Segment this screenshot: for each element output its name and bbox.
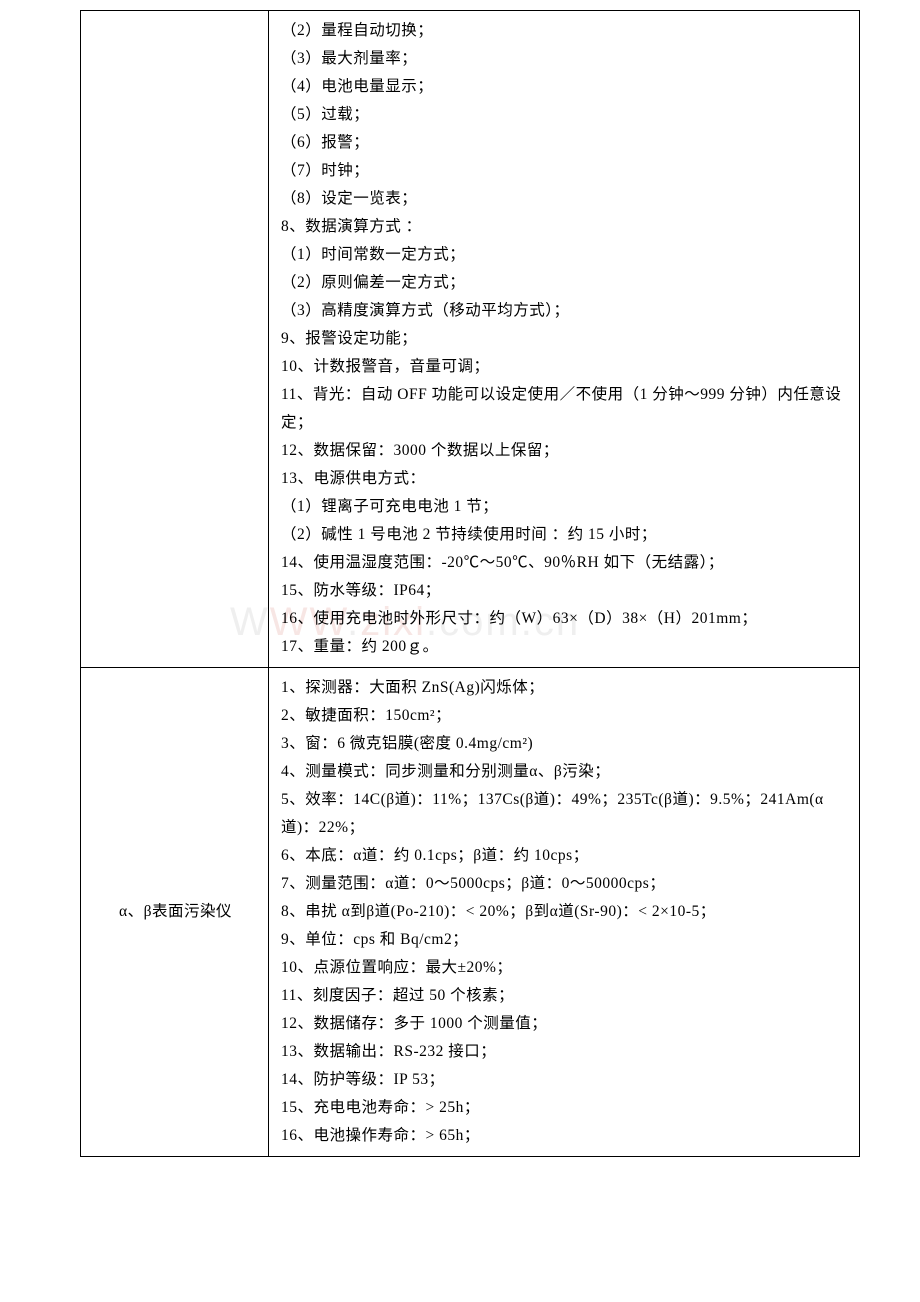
spec-line: 8、数据演算方式 ：: [281, 213, 849, 241]
spec-line: （6）报警；: [281, 129, 849, 157]
spec-line: 12、数据储存：多于 1000 个测量值；: [281, 1010, 849, 1038]
spec-line: （2）量程自动切换；: [281, 17, 849, 45]
spec-line: 14、使用温湿度范围：-20℃～50℃、90％RH 如下（无结露）；: [281, 549, 849, 577]
spec-line: 15、防水等级：IP64；: [281, 577, 849, 605]
spec-line: 14、防护等级：IP 53；: [281, 1066, 849, 1094]
spec-line: 6、本底：α道：约 0.1cps；β道：约 10cps；: [281, 842, 849, 870]
row2-content: 1、探测器：大面积 ZnS(Ag)闪烁体； 2、敏捷面积：150cm²； 3、窗…: [269, 668, 860, 1157]
spec-line: （8）设定一览表；: [281, 185, 849, 213]
row2-label: α、β表面污染仪: [81, 668, 269, 1157]
spec-line: 1、探测器：大面积 ZnS(Ag)闪烁体；: [281, 674, 849, 702]
spec-line: （1）锂离子可充电电池 1 节；: [281, 493, 849, 521]
spec-line: （3）最大剂量率；: [281, 45, 849, 73]
spec-line: 2、敏捷面积：150cm²；: [281, 702, 849, 730]
spec-line: （2）碱性 1 号电池 2 节持续使用时间 ：约 15 小时；: [281, 521, 849, 549]
spec-line: 5、效率：14C(β道)：11%；137Cs(β道)：49%；235Tc(β道)…: [281, 786, 849, 842]
spec-line: 11、背光：自动 OFF 功能可以设定使用／不使用（1 分钟～999 分钟）内任…: [281, 381, 849, 437]
spec-line: （1）时间常数一定方式；: [281, 241, 849, 269]
spec-line: 16、使用充电池时外形尺寸：约（W）63×（D）38×（H）201mm；: [281, 605, 849, 633]
spec-line: （7）时钟；: [281, 157, 849, 185]
spec-line: （2）原则偏差一定方式；: [281, 269, 849, 297]
spec-line: 8、串扰 α到β道(Po-210)：< 20%；β到α道(Sr-90)：< 2×…: [281, 898, 849, 926]
spec-line: 9、单位：cps 和 Bq/cm2；: [281, 926, 849, 954]
spec-line: 7、测量范围：α道：0～5000cps；β道：0～50000cps；: [281, 870, 849, 898]
row1-label: [81, 11, 269, 668]
spec-line: 3、窗：6 微克铝膜(密度 0.4mg/cm²): [281, 730, 849, 758]
table-row: （2）量程自动切换； （3）最大剂量率； （4）电池电量显示； （5）过载； （…: [81, 11, 860, 668]
spec-line: 17、重量：约 200ｇ。: [281, 633, 849, 661]
spec-line: （4）电池电量显示；: [281, 73, 849, 101]
spec-line: （3）高精度演算方式（移动平均方式）；: [281, 297, 849, 325]
spec-line: 13、数据输出：RS-232 接口；: [281, 1038, 849, 1066]
spec-line: 16、电池操作寿命：> 65h；: [281, 1122, 849, 1150]
spec-line: 10、计数报警音，音量可调；: [281, 353, 849, 381]
spec-line: 4、测量模式：同步测量和分别测量α、β污染；: [281, 758, 849, 786]
spec-line: 13、电源供电方式：: [281, 465, 849, 493]
spec-line: 10、点源位置响应：最大±20%；: [281, 954, 849, 982]
table-row: α、β表面污染仪 1、探测器：大面积 ZnS(Ag)闪烁体； 2、敏捷面积：15…: [81, 668, 860, 1157]
spec-table: （2）量程自动切换； （3）最大剂量率； （4）电池电量显示； （5）过载； （…: [80, 10, 860, 1157]
row1-content: （2）量程自动切换； （3）最大剂量率； （4）电池电量显示； （5）过载； （…: [269, 11, 860, 668]
spec-line: 12、数据保留：3000 个数据以上保留；: [281, 437, 849, 465]
spec-line: 11、刻度因子：超过 50 个核素；: [281, 982, 849, 1010]
spec-line: （5）过载；: [281, 101, 849, 129]
spec-line: 9、报警设定功能；: [281, 325, 849, 353]
spec-line: 15、充电电池寿命：> 25h；: [281, 1094, 849, 1122]
